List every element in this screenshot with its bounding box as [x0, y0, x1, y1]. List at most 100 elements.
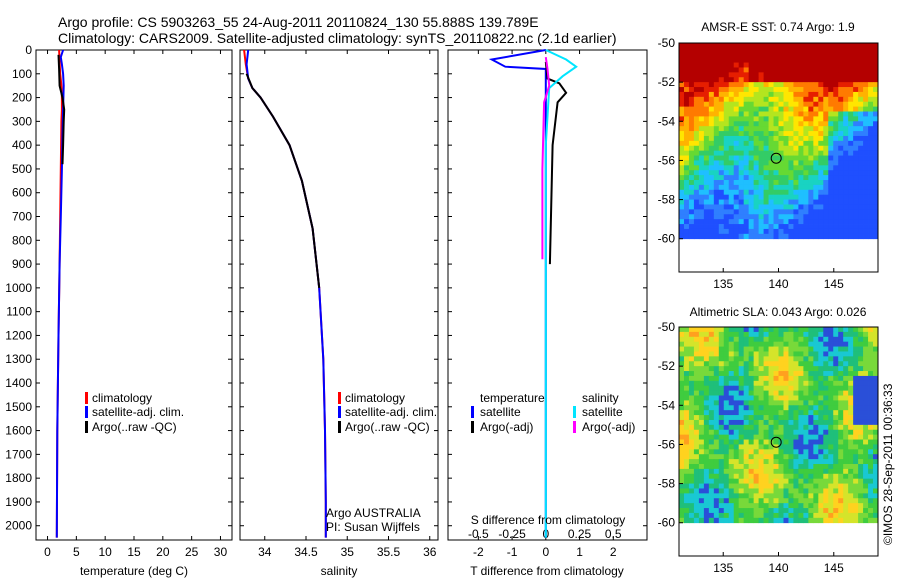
heatmap-cell — [868, 145, 874, 152]
heatmap-cell — [828, 77, 834, 83]
heatmap-cell — [738, 517, 745, 524]
heatmap-cell — [773, 111, 779, 117]
heatmap-cell — [718, 488, 725, 494]
heatmap-cell — [723, 473, 730, 480]
heatmap-cell — [863, 503, 869, 509]
heatmap-cell — [688, 43, 695, 49]
heatmap-cell — [683, 150, 690, 156]
heatmap-cell — [728, 175, 735, 181]
heatmap-cell — [828, 67, 834, 73]
heatmap-cell — [708, 209, 715, 215]
heatmap-cell — [778, 116, 784, 122]
heatmap-cell — [848, 194, 854, 200]
heatmap-cell — [853, 131, 859, 137]
heatmap-cell — [683, 189, 690, 196]
heatmap-cell — [758, 493, 764, 499]
heatmap-cell — [833, 52, 839, 59]
heatmap-cell — [818, 82, 824, 88]
heatmap-cell — [798, 385, 804, 392]
heatmap-cell — [753, 434, 760, 440]
heatmap-cell — [858, 214, 864, 220]
heatmap-cell — [833, 327, 839, 333]
heatmap-cell — [713, 429, 720, 436]
heatmap-cell — [738, 395, 745, 401]
heatmap-cell — [798, 91, 804, 98]
heatmap-cell — [868, 395, 874, 401]
heatmap-cell — [763, 468, 769, 475]
heatmap-cell — [753, 52, 760, 59]
heatmap-cell — [788, 508, 794, 514]
heatmap-cell — [743, 419, 750, 426]
heatmap-cell — [778, 57, 784, 63]
heatmap-cell — [863, 135, 869, 142]
y-tick-label: 900 — [12, 257, 32, 271]
heatmap-cell — [748, 483, 755, 489]
heatmap-cell — [723, 96, 730, 103]
x-tick-label: 36 — [423, 545, 437, 559]
heatmap-cell — [688, 395, 695, 401]
heatmap-cell — [693, 331, 700, 338]
heatmap-cell — [873, 165, 879, 171]
heatmap-cell — [679, 77, 685, 83]
heatmap-cell — [773, 346, 779, 352]
heatmap-cell — [793, 380, 799, 387]
heatmap-cell — [793, 67, 799, 73]
heatmap-cell — [798, 214, 804, 220]
heatmap-cell — [688, 126, 695, 132]
heatmap-cell — [793, 331, 799, 338]
heatmap-cell — [773, 512, 779, 519]
heatmap-cell — [728, 111, 735, 117]
heatmap-cell — [843, 228, 849, 235]
heatmap-cell — [853, 47, 859, 54]
heatmap-cell — [743, 214, 750, 220]
heatmap-cell — [828, 371, 834, 377]
x-tick-label: 34 — [258, 545, 272, 559]
heatmap-cell — [808, 180, 814, 186]
heatmap-cell — [698, 145, 705, 152]
heatmap-cell — [858, 82, 864, 88]
heatmap-cell — [833, 111, 839, 117]
heatmap-cell — [818, 62, 824, 68]
heatmap-cell — [703, 189, 710, 196]
heatmap-cell — [723, 219, 730, 225]
heatmap-cell — [798, 454, 804, 460]
heatmap-cell — [713, 126, 720, 132]
heatmap-cell — [778, 503, 784, 509]
heatmap-cell — [783, 189, 789, 196]
heatmap-cell — [728, 371, 735, 377]
heatmap-cell — [818, 96, 824, 103]
heatmap-cell — [748, 410, 755, 416]
heatmap-cell — [853, 224, 859, 230]
heatmap-cell — [818, 395, 824, 401]
heatmap-cell — [873, 395, 879, 401]
heatmap-cell — [679, 439, 685, 445]
heatmap-cell — [873, 67, 879, 73]
heatmap-cell — [688, 209, 695, 215]
heatmap-cell — [783, 444, 789, 450]
x2-tick-label: 0.25 — [568, 527, 592, 541]
heatmap-cell — [733, 517, 740, 524]
heatmap-cell — [703, 459, 710, 465]
heatmap-cell — [853, 184, 859, 191]
heatmap-cell — [858, 351, 864, 357]
heatmap-cell — [743, 331, 750, 338]
heatmap-cell — [828, 160, 834, 166]
heatmap-cell — [688, 180, 695, 186]
heatmap-cell — [688, 116, 695, 122]
map-y-tick-label: -52 — [658, 359, 676, 373]
heatmap-cell — [733, 106, 740, 112]
heatmap-cell — [738, 180, 745, 186]
heatmap-cell — [788, 204, 794, 210]
heatmap-cell — [803, 233, 809, 240]
heatmap-cell — [679, 43, 685, 49]
heatmap-cell — [733, 356, 740, 362]
heatmap-cell — [693, 52, 700, 59]
heatmap-cell — [708, 468, 715, 475]
heatmap-cell — [818, 165, 824, 171]
heatmap-cell — [858, 140, 864, 147]
heatmap-cell — [843, 52, 849, 59]
heatmap-cell — [763, 111, 769, 117]
heatmap-cell — [838, 131, 844, 137]
heatmap-cell — [853, 209, 859, 215]
legend-swatch-satellite — [338, 406, 341, 418]
